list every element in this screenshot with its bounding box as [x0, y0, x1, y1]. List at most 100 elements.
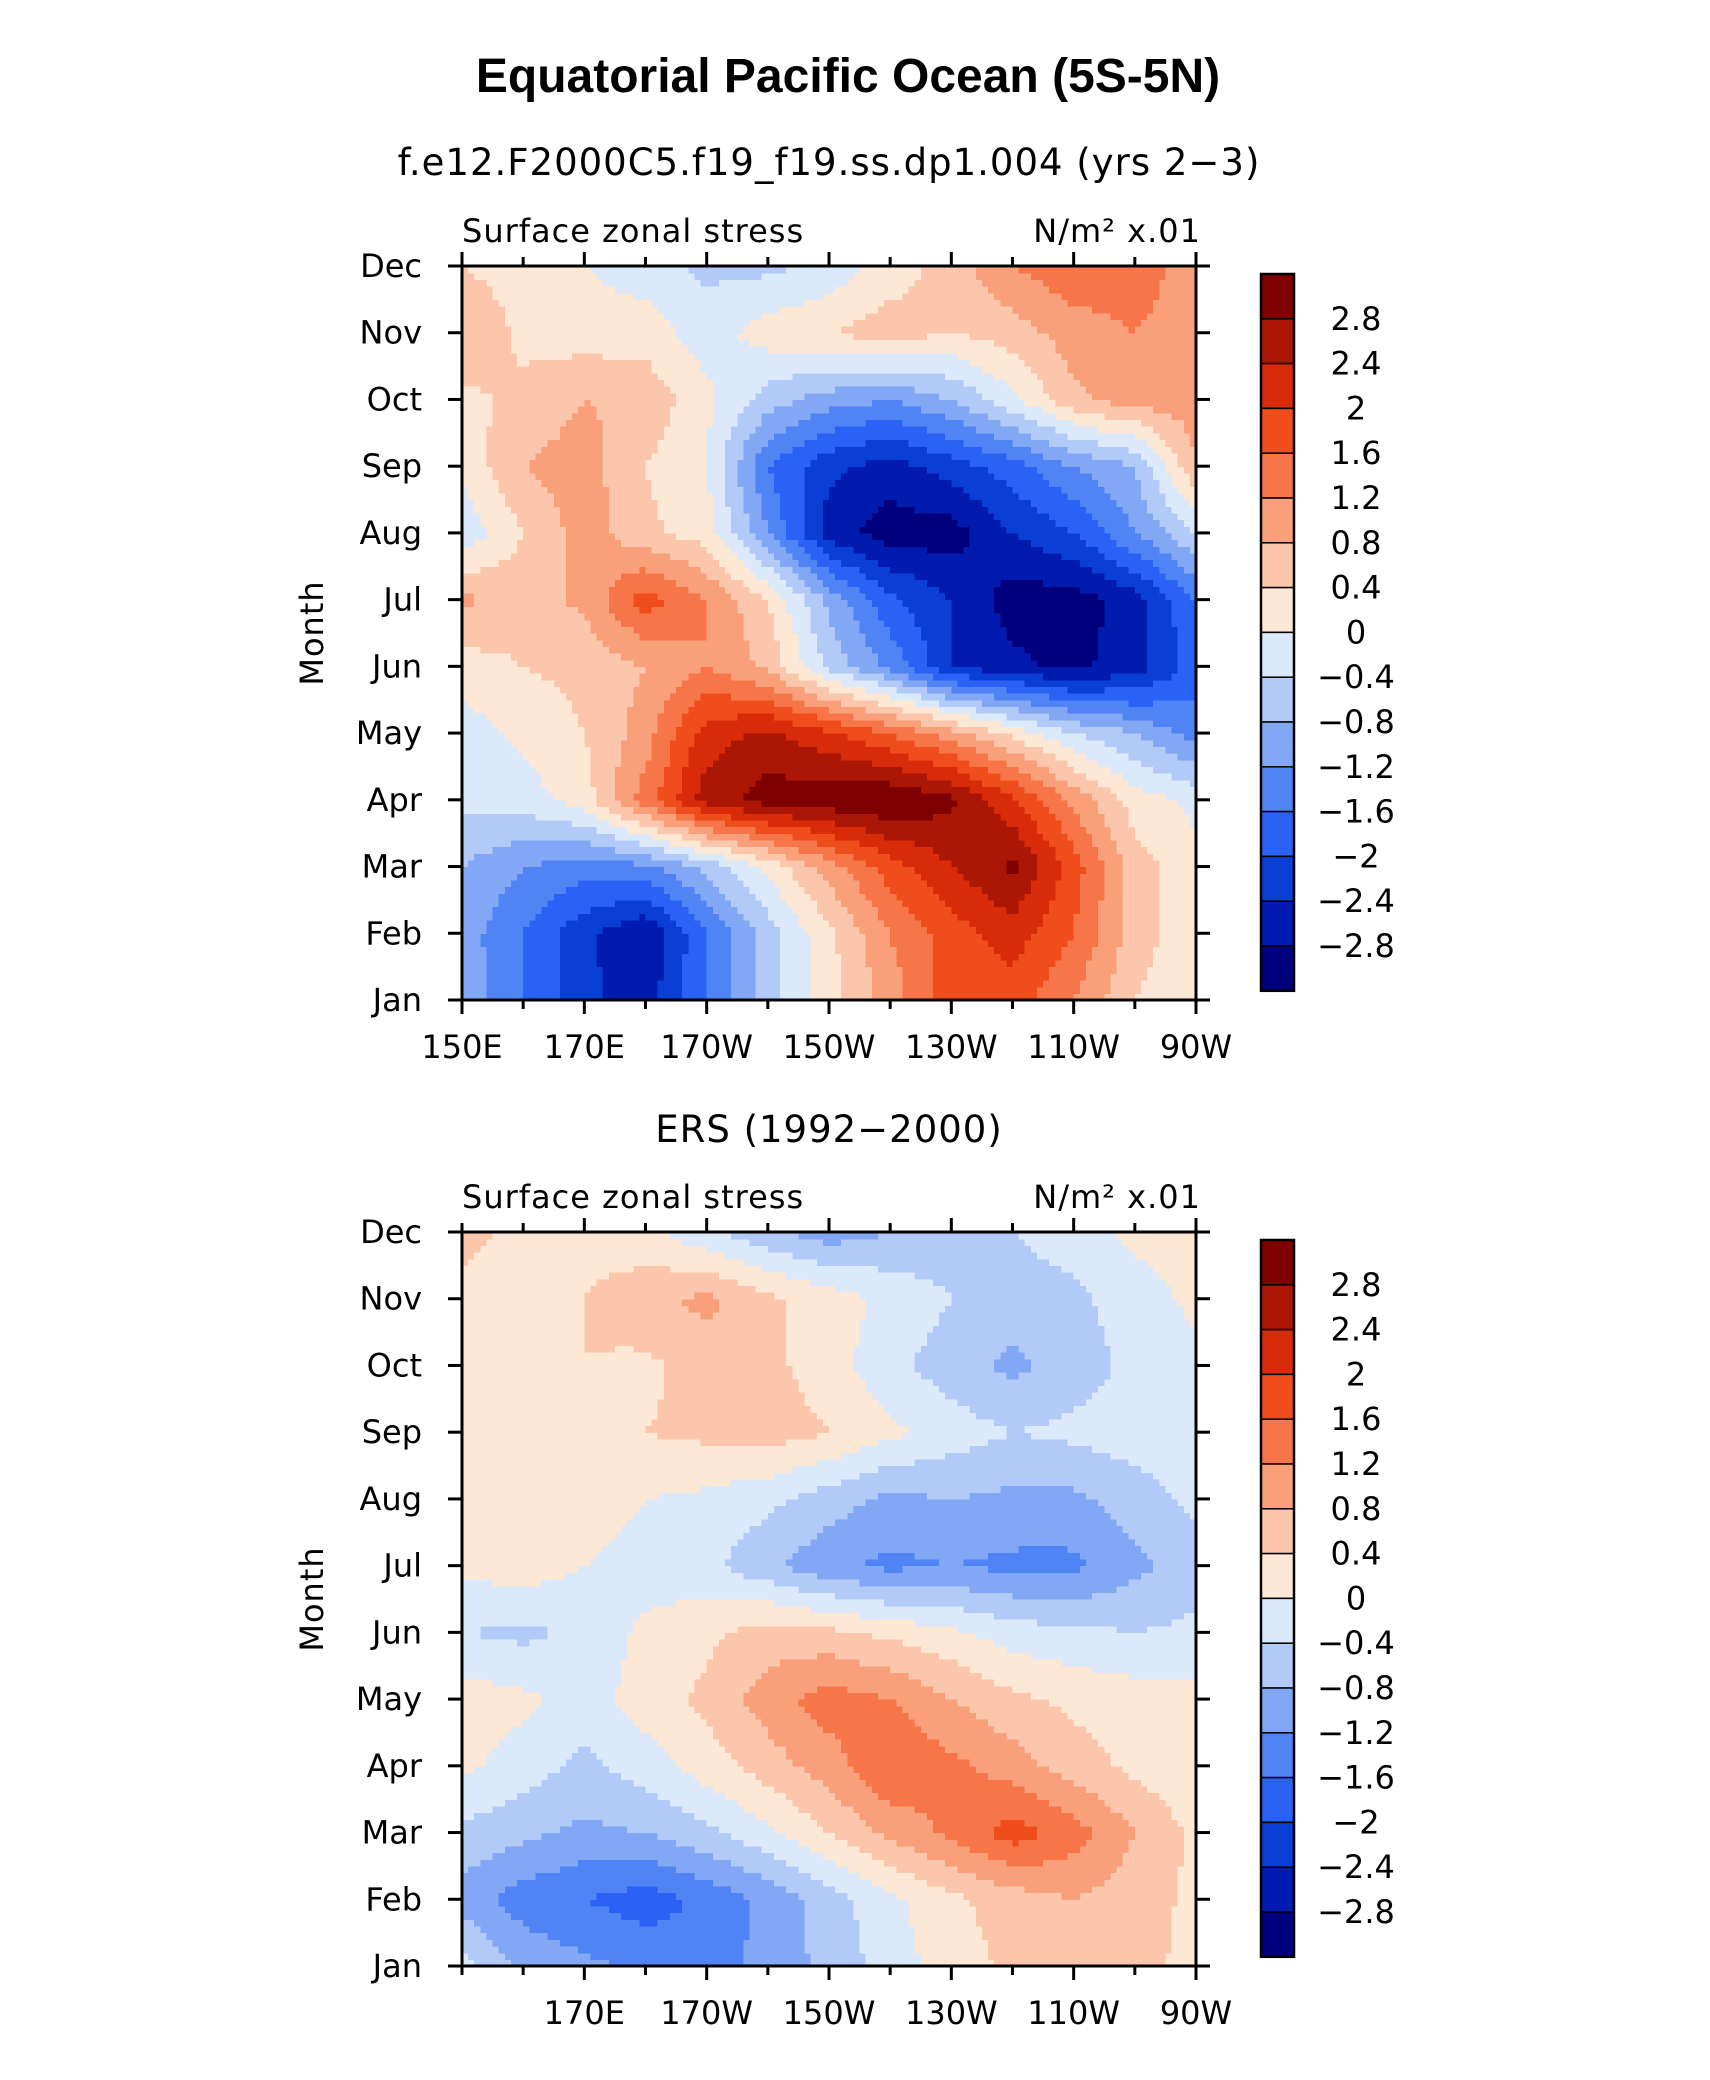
x-tick-label: 130W	[905, 1994, 998, 2032]
y-tick-label: Jan	[371, 1947, 422, 1985]
y-tick-label: Jul	[381, 581, 422, 619]
colorbar-swatch	[1261, 1912, 1294, 1957]
contour-field	[462, 1232, 1197, 1967]
colorbar-swatch	[1261, 946, 1294, 991]
colorbar-swatch	[1261, 1509, 1294, 1554]
colorbar-label: 0	[1346, 1579, 1366, 1617]
x-tick-label: 150E	[421, 1028, 502, 1066]
colorbar-label: 1.2	[1331, 479, 1382, 517]
y-tick-label: Jul	[381, 1547, 422, 1585]
x-tick-label: 170E	[544, 1028, 625, 1066]
colorbar-swatch	[1261, 1330, 1294, 1375]
colorbar-label: 2.4	[1331, 1311, 1382, 1349]
colorbar-label: 0.8	[1331, 524, 1382, 562]
colorbar-label: −0.4	[1317, 658, 1395, 696]
x-tick-label: 130W	[905, 1028, 998, 1066]
colorbar-label: 0.8	[1331, 1490, 1382, 1528]
y-tick-label: Feb	[365, 914, 422, 952]
colorbar-label: −1.6	[1317, 793, 1395, 831]
colorbar-label: 0	[1346, 613, 1366, 651]
colorbar-label: −2.4	[1317, 882, 1395, 920]
units-label: N/m² x.01	[1033, 212, 1201, 250]
x-tick-label: 90W	[1160, 1994, 1232, 2032]
colorbar-label: −2.8	[1317, 927, 1395, 965]
y-tick-label: Feb	[365, 1880, 422, 1918]
colorbar-swatch	[1261, 453, 1294, 498]
colorbar-label: 0.4	[1331, 1535, 1382, 1573]
y-tick-label: Aug	[360, 514, 422, 552]
colorbar-swatch	[1261, 1554, 1294, 1599]
x-tick-label: 110W	[1027, 1994, 1120, 2032]
colorbar-swatch	[1261, 1822, 1294, 1867]
y-tick-label: Nov	[360, 1280, 422, 1318]
x-tick-label: 170W	[660, 1994, 753, 2032]
colorbar-label: −0.8	[1317, 1669, 1395, 1707]
colorbar-label: −1.6	[1317, 1759, 1395, 1797]
colorbar-swatch	[1261, 1688, 1294, 1733]
x-tick-label: 110W	[1027, 1028, 1120, 1066]
y-tick-label: Sep	[362, 1413, 422, 1451]
colorbar-label: −0.8	[1317, 703, 1395, 741]
field-label: Surface zonal stress	[462, 1178, 804, 1216]
field-label: Surface zonal stress	[462, 212, 804, 250]
colorbar-swatch	[1261, 1285, 1294, 1330]
contour-field	[462, 266, 1197, 1001]
colorbar-swatch	[1261, 722, 1294, 767]
colorbar-swatch	[1261, 677, 1294, 722]
colorbar-swatch	[1261, 408, 1294, 453]
y-tick-label: Dec	[360, 247, 422, 285]
y-tick-label: Jun	[370, 1613, 422, 1651]
units-label: N/m² x.01	[1033, 1178, 1201, 1216]
colorbar: 2.82.421.61.20.80.40−0.4−0.8−1.2−1.6−2−2…	[1261, 274, 1395, 991]
colorbar-swatch	[1261, 1867, 1294, 1912]
colorbar-swatch	[1261, 632, 1294, 677]
colorbar-swatch	[1261, 1374, 1294, 1419]
colorbar-swatch	[1261, 856, 1294, 901]
panel-subtitle: ERS (1992−2000)	[655, 1108, 1003, 1151]
colorbar-label: −2	[1332, 837, 1379, 875]
colorbar-swatch	[1261, 588, 1294, 633]
colorbar-label: 1.2	[1331, 1445, 1382, 1483]
colorbar-swatch	[1261, 1778, 1294, 1823]
colorbar-label: 0.4	[1331, 569, 1382, 607]
y-tick-label: Jan	[371, 981, 422, 1019]
y-tick-label: Sep	[362, 447, 422, 485]
x-tick-label: 170W	[660, 1028, 753, 1066]
colorbar-label: −1.2	[1317, 1714, 1395, 1752]
y-tick-label: Oct	[367, 1346, 422, 1384]
x-tick-label: 90W	[1160, 1028, 1232, 1066]
colorbar: 2.82.421.61.20.80.40−0.4−0.8−1.2−1.6−2−2…	[1261, 1240, 1395, 1957]
y-axis-label: Month	[293, 1546, 331, 1651]
y-tick-label: Apr	[367, 1747, 423, 1785]
y-tick-label: Dec	[360, 1213, 422, 1251]
figure-title: Equatorial Pacific Ocean (5S-5N)	[476, 50, 1220, 103]
colorbar-swatch	[1261, 498, 1294, 543]
colorbar-swatch	[1261, 1464, 1294, 1509]
colorbar-label: 1.6	[1331, 1400, 1382, 1438]
colorbar-label: 2.4	[1331, 345, 1382, 383]
colorbar-swatch	[1261, 1598, 1294, 1643]
colorbar-swatch	[1261, 274, 1294, 319]
colorbar-label: −2.4	[1317, 1848, 1395, 1886]
colorbar-swatch	[1261, 319, 1294, 364]
y-tick-label: Mar	[362, 848, 423, 886]
x-tick-label: 170E	[544, 1994, 625, 2032]
y-tick-label: Nov	[360, 314, 422, 352]
colorbar-label: −2	[1332, 1803, 1379, 1841]
colorbar-swatch	[1261, 1419, 1294, 1464]
figure: Equatorial Pacific Ocean (5S-5N) f.e12.F…	[0, 0, 1710, 2080]
colorbar-label: −0.4	[1317, 1624, 1395, 1662]
y-axis-label: Month	[293, 580, 331, 685]
colorbar-swatch	[1261, 901, 1294, 946]
colorbar-swatch	[1261, 364, 1294, 409]
colorbar-label: −1.2	[1317, 748, 1395, 786]
x-tick-label: 150W	[783, 1994, 876, 2032]
colorbar-label: 2.8	[1331, 1266, 1382, 1304]
colorbar-swatch	[1261, 1643, 1294, 1688]
x-tick-label: 150W	[783, 1028, 876, 1066]
y-tick-label: May	[356, 714, 422, 752]
panel-model: f.e12.F2000C5.f19_f19.ss.dp1.004 (yrs 2−…	[293, 141, 1395, 1066]
y-tick-label: Jun	[370, 647, 422, 685]
y-tick-label: Aug	[360, 1480, 422, 1518]
colorbar-swatch	[1261, 1240, 1294, 1285]
